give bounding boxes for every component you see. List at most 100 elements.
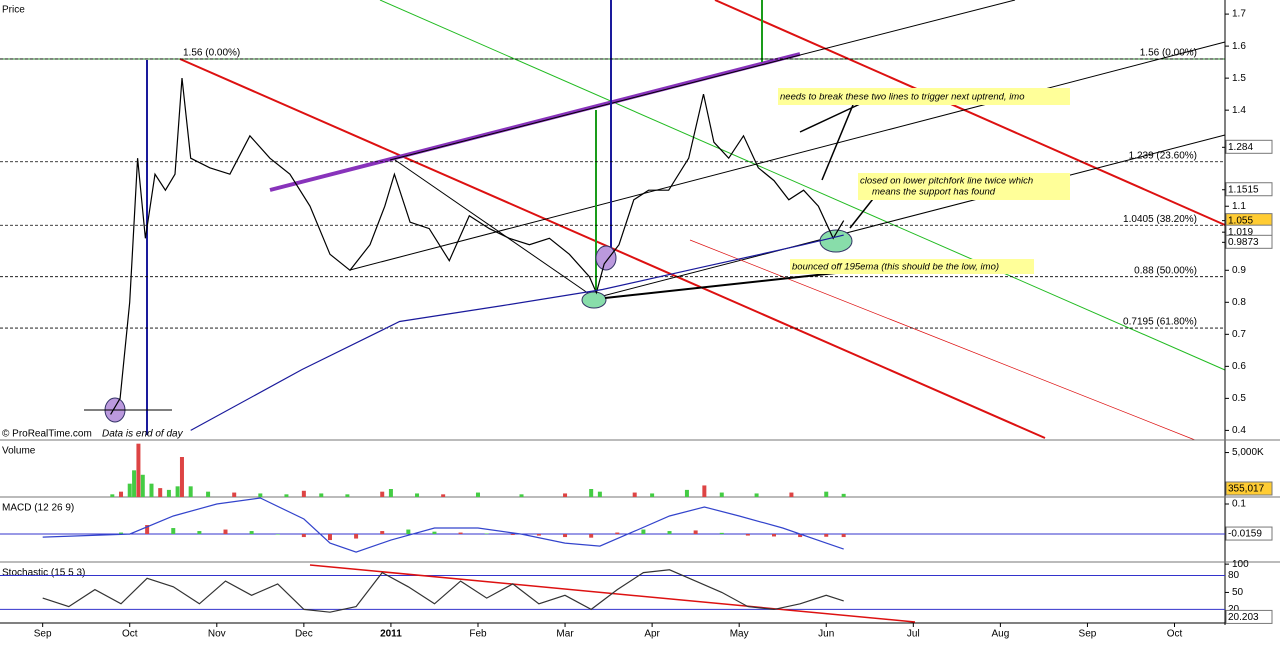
last-value-box (1225, 139, 1273, 154)
last-value: 20.203 (1228, 612, 1259, 623)
y-tick-label: 0.6 (1232, 361, 1246, 372)
panel-title-bg (0, 2, 38, 16)
bar (615, 532, 620, 535)
y-tick-label: 0.1 (1232, 499, 1246, 510)
trendline (689, 239, 1196, 441)
stochastic-line (42, 569, 844, 613)
panel-title: Stochastic (15 5 3) (2, 568, 85, 579)
level-label: 80 (1228, 570, 1240, 581)
credit: © ProRealTime.com (2, 429, 92, 440)
x-tick-label: Jun (818, 629, 834, 640)
bar (179, 457, 184, 497)
last-value: -0.0159 (1228, 529, 1262, 540)
bar (188, 486, 193, 497)
bar (441, 494, 446, 497)
bar (380, 531, 385, 535)
price-line (190, 234, 844, 431)
bar (354, 534, 359, 539)
bar (119, 532, 124, 535)
bar (127, 483, 132, 497)
bar (667, 531, 672, 535)
bar (772, 534, 777, 537)
last-value: 1.1515 (1228, 184, 1259, 195)
y-tick-label: 1.4 (1232, 105, 1246, 116)
x-tick-label: Nov (208, 629, 226, 640)
bar (171, 528, 176, 535)
bar (458, 532, 463, 535)
annotation: means the support has found (872, 187, 996, 198)
last-value: 1.055 (1228, 215, 1253, 226)
x-tick-label: Sep (1079, 629, 1097, 640)
y-tick-label: 0.7 (1232, 329, 1246, 340)
bar (249, 531, 254, 535)
bar (684, 489, 689, 497)
x-tick-label: Oct (122, 629, 138, 640)
bar (327, 534, 332, 541)
last-value: 1.019 (1228, 227, 1253, 238)
bar (841, 534, 846, 538)
y-tick-label: 0.9 (1232, 265, 1246, 276)
bar (789, 492, 794, 497)
bar (693, 530, 698, 535)
bar (145, 525, 150, 535)
x-tick-label: May (730, 629, 749, 640)
pitchfork (594, 134, 1226, 299)
bar (345, 494, 350, 497)
panel-title-bg (0, 443, 44, 457)
bar (197, 531, 202, 535)
bar (388, 489, 393, 497)
x-tick-label: Sep (34, 629, 52, 640)
x-tick-label: Dec (295, 629, 313, 640)
panel-title: MACD (12 26 9) (2, 503, 74, 514)
bar (232, 492, 237, 497)
pitchfork (389, 0, 1016, 161)
bar (175, 486, 180, 497)
bar (301, 490, 306, 497)
y-tick-label: 50 (1232, 587, 1244, 598)
macd-line (42, 497, 844, 553)
bar (824, 534, 829, 537)
bar (536, 534, 541, 536)
panel-title: Price (2, 5, 25, 16)
last-value-box (1225, 234, 1273, 249)
last-value: 355,017 (1228, 484, 1265, 495)
bar (136, 443, 141, 497)
note-box (858, 173, 1070, 200)
level-label: 20 (1228, 604, 1240, 615)
bar (563, 534, 568, 538)
y-tick-label: 1.5 (1232, 73, 1246, 84)
note-box (790, 259, 1034, 274)
panel-title-bg (0, 500, 92, 514)
bar (589, 489, 594, 497)
x-tick-label: Apr (644, 629, 660, 640)
bar (406, 529, 411, 535)
bar (754, 493, 759, 497)
bar (632, 492, 637, 497)
x-tick-label: Aug (991, 629, 1009, 640)
bar (258, 493, 263, 497)
bar (110, 494, 115, 497)
trendline (379, 0, 1226, 371)
fib-label: 1.56 (0.00%) (1140, 48, 1197, 59)
price-line (110, 78, 845, 415)
last-value-box (1225, 526, 1273, 541)
bar (563, 493, 568, 497)
panel-title: Volume (2, 446, 36, 457)
x-tick-label: Jul (907, 629, 920, 640)
bar (719, 532, 724, 535)
bar (702, 485, 707, 497)
y-tick-label: 5,000K (1232, 447, 1264, 458)
bar (380, 491, 385, 497)
bar (745, 534, 750, 536)
y-tick-label: 0.4 (1232, 425, 1246, 436)
bar (641, 529, 646, 535)
bar (284, 494, 289, 497)
bar (132, 470, 137, 497)
last-value: 1.284 (1228, 142, 1253, 153)
fib-label: 0.7195 (61.80%) (1123, 317, 1197, 328)
fib-label: 1.239 (23.60%) (1129, 150, 1197, 161)
bar (149, 483, 154, 497)
x-tick-label: Oct (1167, 629, 1183, 640)
